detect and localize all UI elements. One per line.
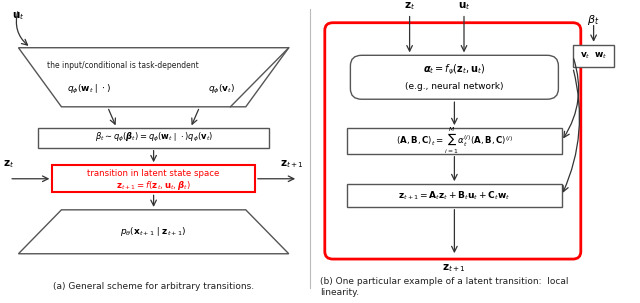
FancyBboxPatch shape xyxy=(573,45,614,68)
Text: (e.g., neural network): (e.g., neural network) xyxy=(405,82,504,91)
Polygon shape xyxy=(19,48,289,107)
Text: $\mathbf{z}_{t+1}$: $\mathbf{z}_{t+1}$ xyxy=(280,158,304,170)
Text: $\mathbf{v}_t \ \ \mathbf{w}_t$: $\mathbf{v}_t \ \ \mathbf{w}_t$ xyxy=(580,51,607,61)
Text: (a) General scheme for arbitrary transitions.: (a) General scheme for arbitrary transit… xyxy=(53,282,254,291)
Text: the input/conditional is task-dependent: the input/conditional is task-dependent xyxy=(47,61,199,70)
FancyBboxPatch shape xyxy=(52,165,255,192)
FancyBboxPatch shape xyxy=(347,128,562,154)
Text: $\beta_t$: $\beta_t$ xyxy=(588,13,600,27)
Text: $(\mathbf{A}, \mathbf{B}, \mathbf{C})_t = \sum_{i=1}^{M} \alpha_t^{(i)}(\mathbf{: $(\mathbf{A}, \mathbf{B}, \mathbf{C})_t … xyxy=(396,126,513,156)
Text: $p_\theta(\mathbf{x}_{t+1} \mid \mathbf{z}_{t+1})$: $p_\theta(\mathbf{x}_{t+1} \mid \mathbf{… xyxy=(120,225,187,238)
Text: $q_\phi(\mathbf{w}_t \mid \cdot)$: $q_\phi(\mathbf{w}_t \mid \cdot)$ xyxy=(67,83,111,96)
Text: transition in latent state space: transition in latent state space xyxy=(88,169,220,178)
Text: $\mathbf{z}_{t+1}$: $\mathbf{z}_{t+1}$ xyxy=(442,262,467,274)
FancyBboxPatch shape xyxy=(351,55,559,99)
Text: $\mathbf{z}_{t+1} = \mathbf{A}_t\mathbf{z}_t + \mathbf{B}_t\mathbf{u}_t + \mathb: $\mathbf{z}_{t+1} = \mathbf{A}_t\mathbf{… xyxy=(398,189,511,202)
FancyBboxPatch shape xyxy=(325,23,581,259)
FancyBboxPatch shape xyxy=(347,184,562,207)
Polygon shape xyxy=(19,210,289,254)
Text: $q_\phi(\mathbf{v}_t)$: $q_\phi(\mathbf{v}_t)$ xyxy=(207,83,235,96)
Text: $\mathbf{z}_{t+1} = f(\mathbf{z}_t, \mathbf{u}_t, \boldsymbol{\beta}_t)$: $\mathbf{z}_{t+1} = f(\mathbf{z}_t, \mat… xyxy=(116,179,191,192)
Text: $\mathbf{z}_t$: $\mathbf{z}_t$ xyxy=(3,158,14,170)
Text: linearity.: linearity. xyxy=(320,288,359,297)
Text: (b) One particular example of a latent transition:  local: (b) One particular example of a latent t… xyxy=(320,277,568,286)
Text: $\mathbf{u}_t$: $\mathbf{u}_t$ xyxy=(12,11,25,22)
Text: $\beta_t \sim q_\phi(\boldsymbol{\beta}_t) = q_\phi(\mathbf{w}_t \mid \cdot)q_\p: $\beta_t \sim q_\phi(\boldsymbol{\beta}_… xyxy=(95,131,212,145)
Text: $\mathbf{u}_t$: $\mathbf{u}_t$ xyxy=(458,0,470,12)
FancyBboxPatch shape xyxy=(38,128,269,148)
Text: $\boldsymbol{\alpha}_t = f_\psi(\mathbf{z}_t, \mathbf{u}_t)$: $\boldsymbol{\alpha}_t = f_\psi(\mathbf{… xyxy=(423,62,486,77)
Text: $\mathbf{z}_t$: $\mathbf{z}_t$ xyxy=(404,0,415,12)
